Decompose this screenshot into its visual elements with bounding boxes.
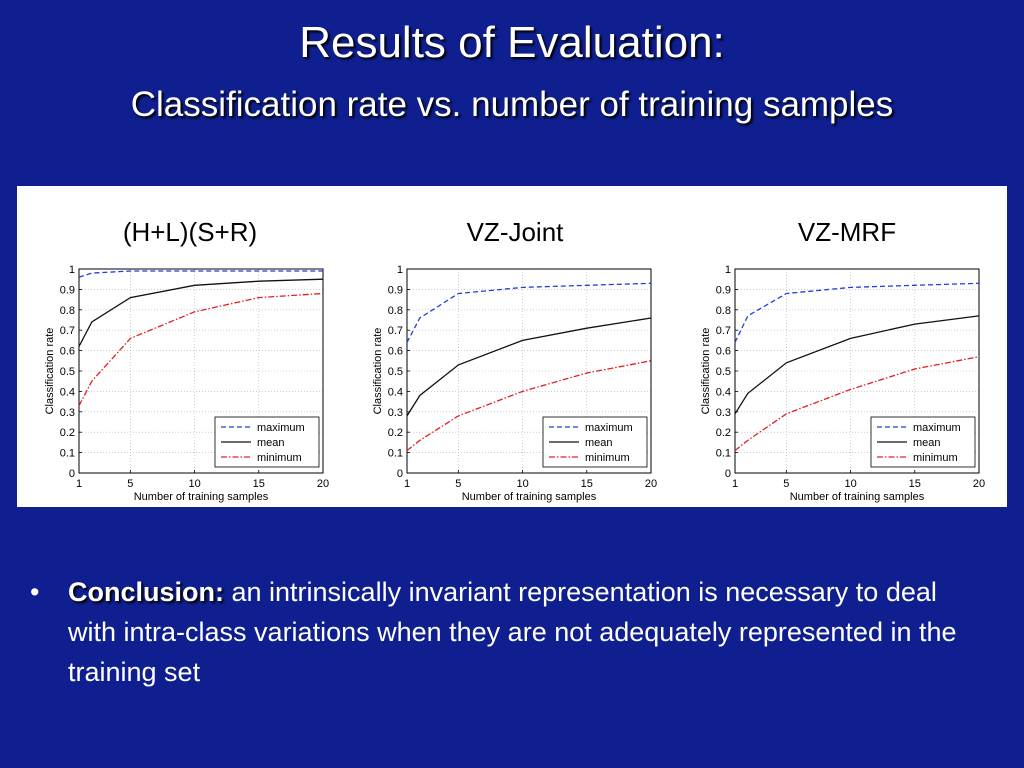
x-axis-label: Number of training samples [134,491,269,503]
y-tick-label: 0.7 [60,325,75,337]
legend-label-minimum: minimum [257,452,302,464]
y-tick-label: 0.7 [716,325,731,337]
chart-1: (H+L)(S+R) 0 0.1 0.2 0.3 0.4 0.5 0.6 0.7 0.8 0.9 1 1… [44,217,329,503]
y-tick-label: 0.5 [388,366,403,378]
chart-title: VZ-MRF [798,217,896,247]
series-line-maximum [734,282,980,343]
x-tick-label: 5 [455,478,461,490]
x-tick-label: 5 [783,478,789,490]
x-tick-label: 1 [76,478,82,490]
y-tick-label: 0.1 [388,448,403,460]
conclusion-label: Conclusion: [68,577,224,607]
series-line-mean [406,317,652,417]
y-tick-label: 0.7 [388,325,403,337]
y-tick-label: 0.6 [716,346,731,358]
y-tick-label: 0.4 [388,386,403,398]
y-tick-label: 0.8 [388,305,403,317]
x-axis-label: Number of training samples [462,491,597,503]
y-axis-label: Classification rate [700,328,712,415]
x-axis-label: Number of training samples [790,491,925,503]
chart-title: (H+L)(S+R) [123,217,257,247]
x-tick-label: 1 [732,478,738,490]
conclusion-bullet-point: • Conclusion: an intrinsically invariant… [30,572,980,692]
legend-label-maximum: maximum [257,422,305,434]
conclusion-text-block: Conclusion: an intrinsically invariant r… [68,572,980,692]
y-tick-label: 0.4 [60,386,75,398]
x-tick-label: 10 [188,478,200,490]
legend-label-minimum: minimum [913,452,958,464]
y-tick-label: 0.3 [60,407,75,419]
series-line-minimum [406,360,652,452]
y-tick-label: 0.3 [388,407,403,419]
y-tick-label: 0 [69,468,75,480]
legend-label-mean: mean [585,437,613,449]
legend-label-mean: mean [257,437,285,449]
y-tick-label: 0.9 [60,284,75,296]
y-tick-label: 1 [725,264,731,276]
legend-label-mean: mean [913,437,941,449]
y-tick-label: 0 [397,468,403,480]
x-tick-label: 1 [404,478,410,490]
y-tick-label: 0.5 [716,366,731,378]
y-tick-label: 0.5 [60,366,75,378]
y-tick-label: 0.8 [60,305,75,317]
chart-legend: maximum mean minimum [542,416,648,468]
x-tick-label: 15 [253,478,265,490]
x-tick-label: 20 [317,478,329,490]
series-line-minimum [734,356,980,452]
slide-subtitle: Classification rate vs. number of traini… [130,85,894,124]
series-line-minimum [78,292,324,407]
x-tick-label: 15 [581,478,593,490]
chart-legend: maximum mean minimum [214,416,320,468]
series-line-maximum [406,282,652,343]
y-tick-label: 1 [69,264,75,276]
x-tick-label: 10 [516,478,528,490]
y-tick-label: 0.4 [716,386,731,398]
y-tick-label: 0.2 [716,427,731,439]
series-line-mean [78,278,324,347]
legend-label-minimum: minimum [585,452,630,464]
y-tick-label: 0.1 [60,448,75,460]
legend-label-maximum: maximum [585,422,633,434]
x-tick-label: 20 [973,478,985,490]
y-axis-label: Classification rate [372,328,384,415]
y-tick-label: 0.9 [716,284,731,296]
legend-label-maximum: maximum [913,422,961,434]
y-tick-label: 0.6 [60,346,75,358]
series-line-mean [734,315,980,415]
y-tick-label: 0.1 [716,448,731,460]
y-tick-label: 0 [725,468,731,480]
conclusion-body: an intrinsically invariant representatio… [68,577,957,687]
bullet-icon: • [30,577,40,607]
figure-panel: (H+L)(S+R) 0 0.1 0.2 0.3 0.4 0.5 0.6 0.7 0.8 0.9 1 1… [17,186,1007,507]
series-line-maximum [78,270,323,278]
x-tick-label: 5 [127,478,133,490]
chart-title: VZ-Joint [467,217,565,247]
y-tick-label: 0.2 [60,427,75,439]
x-tick-label: 20 [645,478,657,490]
y-tick-label: 0.2 [388,427,403,439]
y-tick-label: 0.8 [716,305,731,317]
chart-legend: maximum mean minimum [870,416,976,468]
slide-title: Results of Evaluation: [299,18,725,67]
charts-svg: (H+L)(S+R) 0 0.1 0.2 0.3 0.4 0.5 0.6 0.7 0.8 0.9 1 1… [44,217,985,503]
y-tick-label: 0.3 [716,407,731,419]
y-tick-label: 0.9 [388,284,403,296]
x-tick-label: 10 [844,478,856,490]
y-tick-label: 1 [397,264,403,276]
y-tick-label: 0.6 [388,346,403,358]
x-tick-label: 15 [909,478,921,490]
y-axis-label: Classification rate [44,328,56,415]
